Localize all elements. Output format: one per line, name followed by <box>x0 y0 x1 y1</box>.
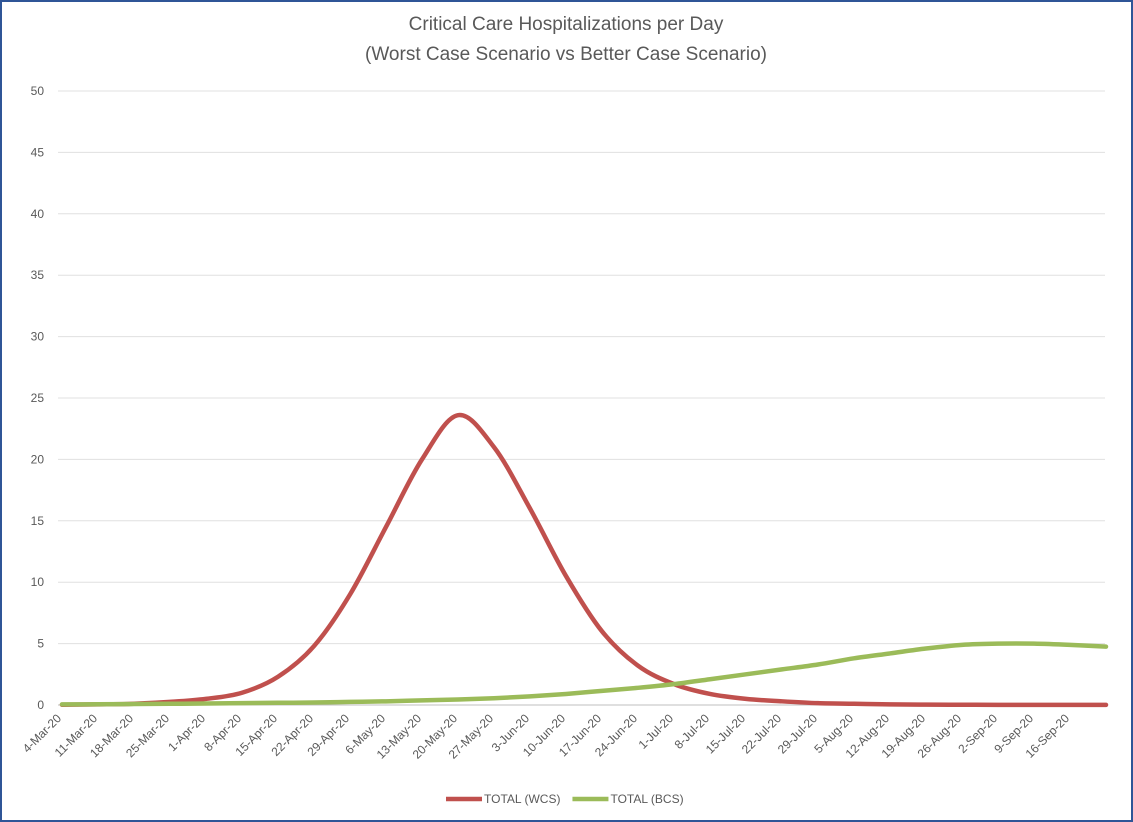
y-tick-label: 40 <box>31 207 45 221</box>
y-tick-label: 0 <box>37 698 44 712</box>
legend-label: TOTAL (BCS) <box>610 792 683 806</box>
y-tick-label: 45 <box>31 145 45 159</box>
series-line <box>59 641 1109 707</box>
y-tick-label: 10 <box>31 575 45 589</box>
y-tick-label: 30 <box>31 330 45 344</box>
y-tick-label: 35 <box>31 268 45 282</box>
legend-label: TOTAL (WCS) <box>484 792 560 806</box>
y-tick-label: 50 <box>31 84 45 98</box>
chart-subtitle: (Worst Case Scenario vs Better Case Scen… <box>365 44 767 65</box>
series-line <box>59 412 1109 708</box>
y-tick-label: 5 <box>37 637 44 651</box>
y-tick-label: 15 <box>31 514 45 528</box>
chart-title: Critical Care Hospitalizations per Day <box>409 14 724 35</box>
y-tick-label: 20 <box>31 452 45 466</box>
y-tick-label: 25 <box>31 391 45 405</box>
